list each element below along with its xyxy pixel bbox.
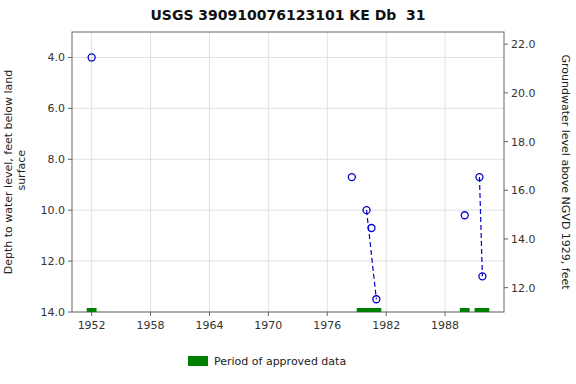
grid-line bbox=[386, 32, 387, 312]
y2-tick-label: 16.0 bbox=[511, 184, 536, 197]
y-tick-label: 12.0 bbox=[41, 255, 66, 268]
marks bbox=[87, 54, 490, 312]
dashed-line bbox=[367, 210, 377, 299]
axes: 1952 1958 1964 1970 1976 1982 1988 4.0 6.0 8.0 10.… bbox=[41, 38, 536, 332]
legend: Period of approved data bbox=[188, 355, 346, 368]
approved-period bbox=[357, 308, 382, 312]
approved-period bbox=[87, 308, 97, 312]
grid-line bbox=[268, 32, 269, 312]
y2-tick-label: 20.0 bbox=[511, 87, 536, 100]
x-tick-label: 1976 bbox=[313, 319, 341, 332]
grid-line bbox=[445, 32, 446, 312]
y2-tick-label: 12.0 bbox=[511, 282, 536, 295]
x-tick-label: 1964 bbox=[195, 319, 223, 332]
x-tick-label: 1970 bbox=[254, 319, 282, 332]
y2-tick-label: 18.0 bbox=[511, 136, 536, 149]
x-tick bbox=[386, 312, 387, 316]
y-tick bbox=[68, 312, 72, 313]
y-tick bbox=[68, 108, 72, 109]
x-tick bbox=[150, 312, 151, 316]
data-point bbox=[476, 174, 483, 181]
data-point bbox=[461, 212, 468, 219]
grid-line bbox=[150, 32, 151, 312]
grid-line bbox=[72, 108, 504, 109]
title: USGS 390910076123101 KE Db 31 bbox=[150, 7, 425, 23]
approved-period bbox=[475, 308, 490, 312]
y2-tick-label: 22.0 bbox=[511, 38, 536, 51]
data-point bbox=[88, 54, 95, 61]
data-point bbox=[479, 273, 486, 280]
background bbox=[0, 0, 576, 384]
x-tick-label: 1988 bbox=[431, 319, 459, 332]
grid-line bbox=[91, 32, 92, 312]
y2-axis-label: Groundwater level above NGVD 1929, feet bbox=[559, 54, 572, 290]
y-tick bbox=[68, 159, 72, 160]
data-point bbox=[348, 174, 355, 181]
x-tick bbox=[268, 312, 269, 316]
x-tick-label: 1982 bbox=[372, 319, 400, 332]
x-tick-label: 1952 bbox=[78, 319, 106, 332]
y-tick bbox=[68, 57, 72, 58]
x-tick bbox=[91, 312, 92, 316]
grid-line bbox=[72, 159, 504, 160]
y2-tick bbox=[504, 190, 508, 191]
y-tick-label: 4.0 bbox=[48, 51, 66, 64]
y-tick-label: 8.0 bbox=[48, 153, 66, 166]
dashed-line bbox=[479, 177, 482, 276]
grid-line bbox=[327, 32, 328, 312]
grid-line bbox=[209, 32, 210, 312]
plot-frame bbox=[72, 32, 504, 312]
approved-period bbox=[460, 308, 470, 312]
y2-tick bbox=[504, 238, 508, 239]
legend-swatch bbox=[188, 356, 208, 366]
data-point bbox=[363, 207, 370, 214]
y-tick-label: 6.0 bbox=[48, 102, 66, 115]
x-tick bbox=[327, 312, 328, 316]
y-tick-label: 14.0 bbox=[41, 306, 66, 319]
x-tick-label: 1958 bbox=[137, 319, 165, 332]
y2-tick bbox=[504, 92, 508, 93]
grid-line bbox=[72, 57, 504, 58]
y-axis-label: Depth to water level, feet below land su… bbox=[2, 70, 28, 275]
y-tick bbox=[68, 261, 72, 262]
y2-tick bbox=[504, 44, 508, 45]
grid-line bbox=[72, 210, 504, 211]
y2-tick bbox=[504, 141, 508, 142]
x-tick bbox=[209, 312, 210, 316]
y-tick-label: 10.0 bbox=[41, 204, 66, 217]
y-tick bbox=[68, 210, 72, 211]
y2-tick bbox=[504, 287, 508, 288]
y2-tick-label: 14.0 bbox=[511, 233, 536, 246]
grid-line bbox=[72, 261, 504, 262]
data-point bbox=[368, 225, 375, 232]
x-tick bbox=[445, 312, 446, 316]
legend-label: Period of approved data bbox=[214, 355, 346, 368]
grid bbox=[72, 32, 504, 312]
chart: 1952 1958 1964 1970 1976 1982 1988 4.0 6.0 8.0 10.… bbox=[0, 0, 576, 384]
data-point bbox=[373, 296, 380, 303]
